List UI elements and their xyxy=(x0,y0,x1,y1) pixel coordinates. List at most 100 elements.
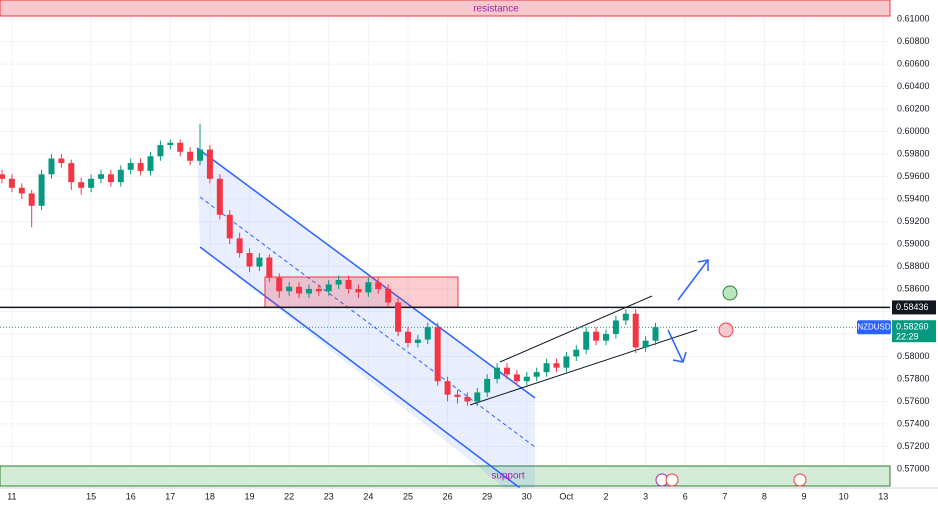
candle-body xyxy=(494,367,501,379)
candle-body xyxy=(167,142,174,146)
last-price-label: 0.58260 xyxy=(896,322,929,332)
rising-lower xyxy=(469,329,698,406)
support-zone xyxy=(0,465,891,487)
y-tick-label: 0.57800 xyxy=(897,373,930,383)
candle-body xyxy=(523,376,530,382)
axes: 0.57000 0.57200 0.57400 0.57600 0.57800 0.580… xyxy=(0,13,938,501)
candle-body xyxy=(345,279,352,289)
levels xyxy=(0,306,890,328)
candle-body xyxy=(563,356,570,368)
y-tick-label: 0.60200 xyxy=(897,103,930,113)
y-tick-label: 0.58600 xyxy=(897,283,930,293)
candle-body xyxy=(573,349,580,357)
candle-body xyxy=(424,327,431,340)
y-tick-label: 0.57600 xyxy=(897,396,930,406)
candle-body xyxy=(454,394,461,397)
y-tick-label: 0.58800 xyxy=(897,261,930,271)
candle-body xyxy=(206,149,213,179)
channel-lower xyxy=(199,246,521,489)
y-tick-label: 0.59600 xyxy=(897,171,930,181)
candle-body xyxy=(58,158,65,164)
grid xyxy=(0,0,890,488)
y-tick-label: 0.58000 xyxy=(897,351,930,361)
candle-body xyxy=(147,156,154,171)
arrow-down xyxy=(667,329,687,363)
x-tick-label: 10 xyxy=(839,491,849,501)
candle-body xyxy=(385,288,392,303)
candle-body xyxy=(513,374,520,382)
candle-body xyxy=(652,327,659,341)
x-tick-label: 17 xyxy=(165,491,175,501)
y-tick-label: 0.60800 xyxy=(897,36,930,46)
candle-body xyxy=(256,257,263,267)
candle-body xyxy=(28,193,35,206)
resistance-label: resistance xyxy=(473,4,519,15)
candle-body xyxy=(503,367,510,375)
candle-body xyxy=(286,286,293,292)
candle-body xyxy=(117,169,124,183)
x-tick-label: 16 xyxy=(126,491,136,501)
candle-body xyxy=(276,277,283,292)
candle-body xyxy=(157,145,164,157)
x-tick-label: 24 xyxy=(363,491,373,501)
y-tick-label: 0.59800 xyxy=(897,148,930,158)
x-tick-label: 8 xyxy=(762,491,767,501)
x-tick-label: 15 xyxy=(86,491,96,501)
candle-body xyxy=(583,331,590,350)
x-tick-label: 3 xyxy=(643,491,648,501)
target-circle xyxy=(722,285,738,301)
y-tick-label: 0.60400 xyxy=(897,81,930,91)
candle-body xyxy=(305,288,312,294)
channel-fill xyxy=(197,148,535,488)
arrow-up xyxy=(677,259,709,301)
stop-circle xyxy=(718,322,734,338)
candle-body xyxy=(395,302,402,332)
candle-body xyxy=(603,333,610,341)
x-tick-label: 13 xyxy=(878,491,888,501)
x-tick-label: 2 xyxy=(604,491,609,501)
y-tick-label: 0.60000 xyxy=(897,126,930,136)
candle-body xyxy=(533,372,540,377)
x-tick-label: 26 xyxy=(443,491,453,501)
symbol-tag xyxy=(857,320,891,335)
candle-body xyxy=(474,392,481,402)
candle-body xyxy=(296,286,303,294)
candle-body xyxy=(0,174,5,179)
candle-body xyxy=(355,288,362,293)
candle-body xyxy=(404,331,411,343)
countdown-label: 22:29 xyxy=(896,332,919,342)
y-tick-label: 0.57000 xyxy=(897,463,930,473)
x-tick-label: 25 xyxy=(403,491,413,501)
x-tick-label: 19 xyxy=(245,491,255,501)
candle-body xyxy=(365,282,372,293)
candle-body xyxy=(642,340,649,348)
event-icon[interactable] xyxy=(793,473,807,487)
x-tick-label: 30 xyxy=(522,491,532,501)
candle-body xyxy=(137,163,144,171)
x-tick-label: 6 xyxy=(683,491,688,501)
candle-body xyxy=(8,178,15,188)
y-tick-label: 0.59200 xyxy=(897,216,930,226)
candle-body xyxy=(127,163,134,170)
symbol-label: NZDUSD xyxy=(857,322,891,331)
last-price-tag xyxy=(892,320,936,343)
candle-body xyxy=(266,257,273,278)
channel-upper xyxy=(196,147,536,399)
candle-body xyxy=(434,327,441,382)
candle-body xyxy=(107,174,114,183)
candle-body xyxy=(18,187,25,194)
candle-body xyxy=(414,339,421,343)
x-tick-label: 7 xyxy=(722,491,727,501)
event-icon[interactable] xyxy=(665,473,679,487)
y-tick-label: 0.61000 xyxy=(897,13,930,23)
candle-body xyxy=(335,279,342,285)
candle-body xyxy=(48,158,55,175)
x-tick-label: 23 xyxy=(324,491,334,501)
candle-body xyxy=(68,163,75,183)
key-level-label: 0.58436 xyxy=(896,302,929,312)
candle-body xyxy=(375,282,382,289)
candle-body xyxy=(38,174,45,206)
candle-body xyxy=(88,178,95,188)
candle-body xyxy=(226,214,233,239)
